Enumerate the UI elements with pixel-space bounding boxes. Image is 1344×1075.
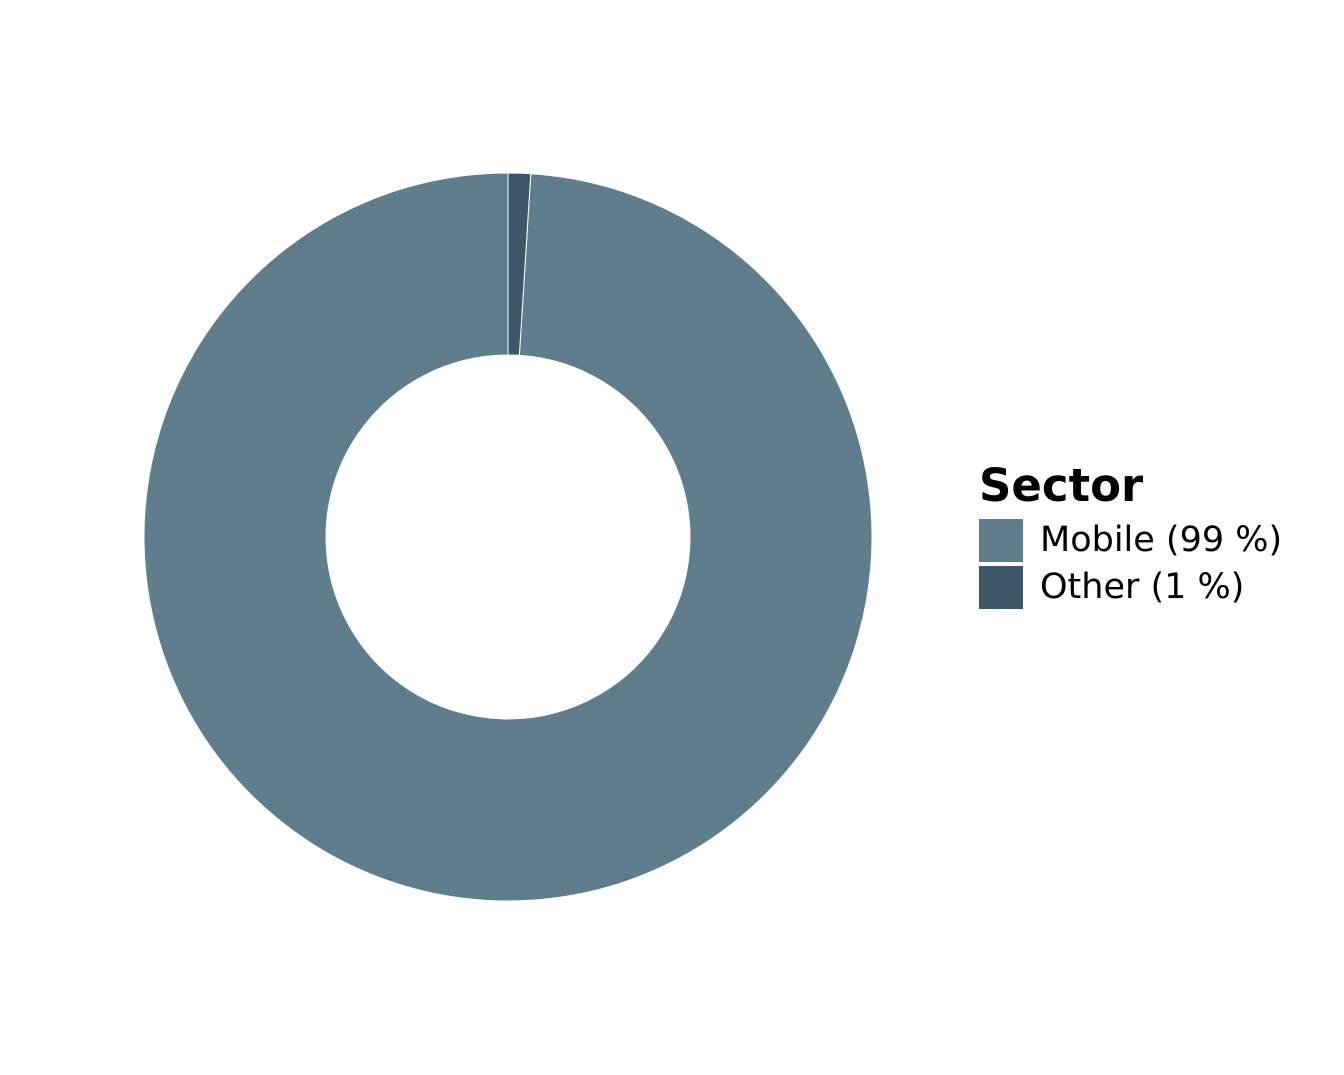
legend-label-mobile: Mobile (99 %) xyxy=(1040,520,1283,560)
legend: Sector Mobile (99 %) Other (1 %) xyxy=(979,458,1282,612)
legend-swatch-mobile xyxy=(979,518,1023,562)
legend-item-other: Other (1 %) xyxy=(979,565,1282,609)
legend-swatch-other xyxy=(979,565,1023,609)
legend-title: Sector xyxy=(979,459,1144,512)
donut-slice-mobile xyxy=(143,172,873,902)
legend-label-other: Other (1 %) xyxy=(1040,567,1245,607)
legend-item-mobile: Mobile (99 %) xyxy=(979,518,1282,562)
